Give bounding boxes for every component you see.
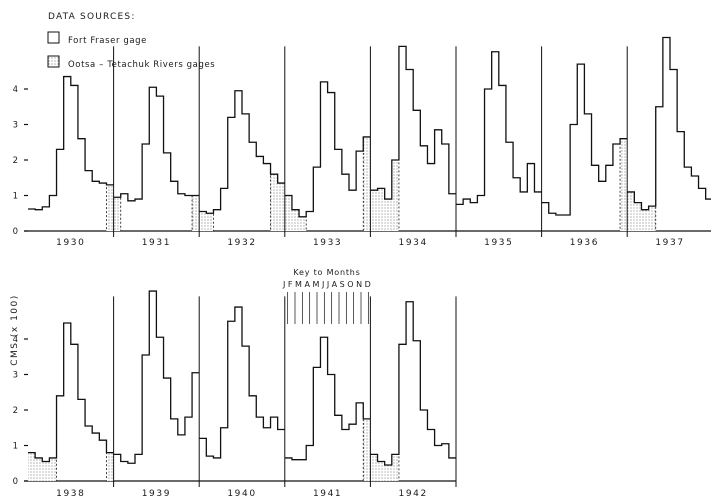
year-label: 1941 (313, 489, 342, 499)
stippled-month-bar (377, 461, 385, 481)
stippled-month-bar (199, 211, 207, 231)
top-panel: 0 1 2 3 4 1930 1931 1932 1933 1934 1935 1936 1937 (13, 36, 711, 248)
year-1938-hydrograph: 1938 (28, 322, 114, 499)
y-tick-label: 3 (13, 371, 18, 381)
monthly-flow-step-line (113, 290, 200, 464)
year-1931-hydrograph: 1931 (113, 46, 200, 248)
key-tick-marks (287, 292, 369, 324)
monthly-flow-step-line (370, 301, 456, 466)
key-to-months: Key to Months JFMAMJJASOND (282, 268, 371, 324)
data-sources-title: DATA SOURCES: (48, 12, 136, 22)
stippled-month-bar (192, 195, 200, 231)
stippled-month-bar (106, 452, 114, 481)
stippled-month-bar (42, 461, 50, 481)
y-tick-label: 4 (13, 335, 18, 345)
stippled-month-bar (620, 138, 628, 231)
year-1932-hydrograph: 1932 (198, 46, 285, 248)
stippled-month-bar (49, 457, 57, 481)
y-axis-label: CMS (x 100) (10, 294, 20, 366)
year-label: 1932 (227, 238, 256, 248)
y-tick-label: 1 (13, 442, 18, 452)
stippled-month-bar (377, 188, 385, 231)
y-tick-label: 2 (13, 406, 18, 416)
key-title: Key to Months (293, 268, 360, 277)
bottom-panel: 0 1 2 3 4 1938 1939 1940 1941 1942 (13, 290, 457, 499)
y-tick-label: 3 (13, 121, 18, 131)
monthly-flow-step-line (541, 63, 628, 216)
stippled-month-bar (391, 160, 399, 231)
year-label: 1935 (484, 238, 513, 248)
legend-swatch-ootsa-tetachuk (47, 55, 60, 68)
legend-swatch-fort-fraser (47, 31, 60, 44)
year-1937-hydrograph: 1937 (626, 36, 711, 248)
monthly-flow-step-line (370, 45, 456, 200)
stippled-month-bar (384, 465, 392, 481)
stippled-month-bar (270, 174, 278, 231)
stippled-month-bar (363, 418, 371, 481)
stippled-month-bar (35, 457, 43, 481)
stippled-month-bar (634, 202, 642, 231)
monthly-flow-step-line (284, 336, 371, 461)
stippled-month-bar (277, 183, 285, 231)
stippled-month-bar (106, 184, 114, 231)
stippled-month-bar (391, 454, 399, 481)
key-letters: JFMAMJJASOND (282, 280, 371, 289)
y-tick-label: 1 (13, 192, 18, 202)
y-tick-label: 2 (13, 156, 18, 166)
monthly-flow-step-line (627, 36, 711, 211)
stippled-month-bar (291, 209, 300, 231)
monthly-flow-step-line (199, 90, 285, 214)
stippled-month-bar (370, 454, 378, 481)
stippled-month-bar (113, 197, 121, 231)
year-1934-hydrograph: 1934 (369, 45, 456, 248)
year-label: 1938 (56, 489, 85, 499)
y-tick-label: 4 (13, 85, 18, 95)
stippled-month-bar (363, 136, 371, 231)
year-label: 1936 (570, 238, 599, 248)
monthly-flow-step-line (28, 75, 114, 211)
stippled-month-bar (384, 199, 392, 231)
legend-label-ootsa-tetachuk: Ootsa – Tetachuk Rivers gages (68, 60, 215, 70)
year-1930-hydrograph: 1930 (28, 75, 114, 248)
year-1941-hydrograph: 1941 (284, 296, 371, 499)
year-1933-hydrograph: 1933 (284, 46, 371, 248)
year-1935-hydrograph: 1935 (455, 46, 542, 248)
stippled-month-bar (206, 213, 214, 231)
year-1940-hydrograph: 1940 (198, 296, 285, 499)
monthly-flow-step-line (199, 306, 285, 459)
year-1939-hydrograph: 1939 (113, 290, 200, 499)
year-label: 1942 (399, 489, 428, 499)
stippled-month-bar (370, 190, 378, 231)
year-label: 1940 (227, 489, 256, 499)
monthly-flow-step-line (284, 81, 371, 218)
year-label: 1934 (399, 238, 428, 248)
monthly-flow-step-line (28, 322, 114, 463)
stippled-month-bar (627, 191, 635, 231)
year-label: 1930 (56, 238, 85, 248)
year-1942-hydrograph: 1942 (369, 296, 456, 499)
y-tick-label: 0 (13, 227, 18, 237)
stippled-month-bar (648, 206, 656, 231)
year-label: 1939 (142, 489, 171, 499)
stippled-month-bar (28, 452, 36, 481)
year-label: 1933 (313, 238, 342, 248)
year-1936-hydrograph: 1936 (541, 46, 628, 248)
stippled-month-bar (641, 209, 649, 231)
monthly-flow-step-line (456, 51, 542, 206)
year-label: 1937 (655, 238, 684, 248)
y-tick-label: 0 (13, 477, 18, 487)
legend-label-fort-fraser: Fort Fraser gage (68, 36, 147, 46)
year-label: 1931 (142, 238, 171, 248)
stippled-month-bar (299, 216, 307, 231)
monthly-flow-step-line (113, 86, 200, 202)
stippled-month-bar (284, 195, 292, 231)
